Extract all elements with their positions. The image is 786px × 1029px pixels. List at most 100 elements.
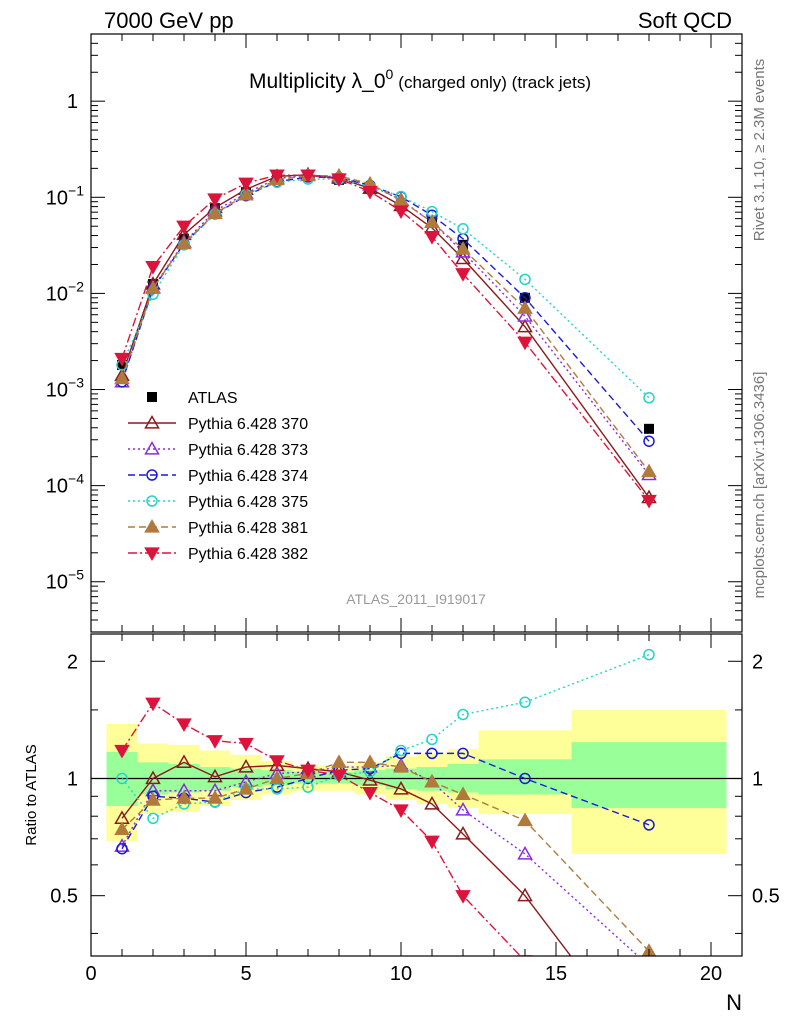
ratio-point-5-4 <box>238 737 254 752</box>
main-ytick-label-base: 10 <box>46 283 68 305</box>
ratio-point-4-0 <box>114 821 130 836</box>
ratio-point-0-9 <box>393 780 409 795</box>
ratio-point-5-5 <box>269 755 285 769</box>
main-point-6-5 <box>269 169 285 184</box>
ratio-point-2-9 <box>395 747 407 760</box>
ratio-point-4-11 <box>455 786 471 801</box>
ratio-ytick-label-0: 0.5 <box>50 886 78 908</box>
main-point-1-12 <box>517 318 533 333</box>
ratio-point-3-13 <box>643 648 655 661</box>
ratio-point-2-12 <box>519 772 531 785</box>
ratio-point-3-10 <box>426 733 438 746</box>
main-line-4 <box>121 178 650 399</box>
main-ytick-label-base: 10 <box>46 476 68 498</box>
main-ytick-label-base: 10 <box>46 572 68 594</box>
legend-label-6: Pythia 6.428 382 <box>188 546 308 563</box>
ratio-point-3-11 <box>457 708 469 721</box>
ratio-point-3-0 <box>116 772 128 785</box>
main-point-6-4 <box>238 177 254 192</box>
ratio-point-5-6 <box>300 764 316 779</box>
main-point-6-13 <box>641 494 657 509</box>
ratio-point-0-12 <box>517 887 533 902</box>
main-plot-series <box>114 166 657 509</box>
main-point-5-11 <box>455 240 471 255</box>
ratio-ytick-label-right-0: 0.5 <box>752 886 780 908</box>
main-point-6-10 <box>424 230 440 245</box>
ratio-point-0-11 <box>455 826 471 840</box>
ratio-point-1-12 <box>517 845 533 860</box>
main-ytick-label-0: 1 <box>67 91 78 113</box>
ratio-point-5-1 <box>145 697 161 712</box>
legend-marker-0 <box>147 392 157 402</box>
ratio-ylabel: Ratio to ATLAS <box>23 744 40 845</box>
main-point-5-4 <box>238 186 254 201</box>
ratio-point-5-0 <box>114 744 130 759</box>
ratio-point-5-7 <box>331 769 347 784</box>
ratio-point-4-5 <box>269 770 285 785</box>
main-ytick-label-3: 10−3 <box>46 375 84 402</box>
main-ytick-label-exp: −4 <box>68 471 84 487</box>
main-ytick-label-exp: −2 <box>68 278 84 294</box>
ratio-point-5-3 <box>207 735 223 749</box>
main-point-6-9 <box>393 205 409 220</box>
legend-marker-6 <box>144 547 160 562</box>
main-point-5-9 <box>393 192 409 206</box>
main-line-2 <box>121 174 650 476</box>
x-tick-label-2: 10 <box>390 963 412 985</box>
ratio-point-5-12 <box>517 955 533 956</box>
main-point-6-8 <box>362 185 378 200</box>
ratio-point-4-2 <box>176 790 192 804</box>
ratio-ytick-label-2: 2 <box>67 651 78 673</box>
stat-band-13 <box>571 742 727 808</box>
ratio-point-2-13 <box>643 819 655 831</box>
main-ytick-label-base: 1 <box>67 91 78 113</box>
ratio-point-3-1 <box>147 812 159 825</box>
ratio-point-0-8 <box>362 772 378 786</box>
ratio-point-5-8 <box>362 786 378 801</box>
ratio-point-0-4 <box>238 759 254 773</box>
main-ytick-label-2: 10−2 <box>46 278 84 305</box>
ratio-point-5-2 <box>176 718 192 733</box>
ratio-point-0-2 <box>176 754 192 768</box>
legend-label-3: Pythia 6.428 374 <box>188 468 308 485</box>
main-point-5-3 <box>207 205 223 220</box>
main-ytick-label-exp: −5 <box>68 567 84 583</box>
ratio-point-2-0 <box>116 842 128 855</box>
main-ytick-label-5: 10−5 <box>46 567 84 594</box>
ratio-ytick-label-1: 1 <box>67 768 78 790</box>
legend-marker-4 <box>146 495 158 507</box>
main-axes: 110−110−210−310−410−5 <box>46 33 742 633</box>
plot-title: Multiplicity λ_00 (charged only) (track j… <box>249 66 591 93</box>
legend-marker-5 <box>144 518 160 533</box>
main-ytick-label-4: 10−4 <box>46 471 84 498</box>
main-point-4-12 <box>519 273 531 286</box>
ratio-point-4-1 <box>145 792 161 806</box>
stat-band-12 <box>478 759 572 795</box>
ratio-point-4-3 <box>207 790 223 804</box>
plot-title-sup: 0 <box>386 66 394 82</box>
main-plot-frame <box>90 33 743 633</box>
main-point-1-11 <box>455 250 471 265</box>
main-point-2-12 <box>517 308 533 322</box>
legend: ATLAS Pythia 6.428 370 Pythia 6.428 373 Pyt… <box>128 390 308 563</box>
main-point-5-10 <box>424 214 440 228</box>
ratio-bands <box>91 709 742 854</box>
main-point-6-12 <box>517 336 533 351</box>
ratio-point-2-10 <box>426 747 438 760</box>
main-ytick-label-exp: −1 <box>68 182 84 198</box>
x-axis-label: N <box>726 990 742 1015</box>
ratio-point-0-5 <box>269 757 285 772</box>
ratio-point-4-7 <box>331 754 347 768</box>
ratio-plot-series <box>114 648 657 956</box>
main-point-6-11 <box>455 268 471 282</box>
main-point-3-13 <box>643 435 655 447</box>
main-point-5-0 <box>114 370 130 385</box>
plot-title-main: Multiplicity λ_0 <box>249 70 386 93</box>
main-point-0-13 <box>644 423 654 434</box>
ratio-point-5-10 <box>424 835 440 850</box>
main-point-6-2 <box>176 220 192 235</box>
x-tick-label-1: 5 <box>240 963 251 985</box>
ratio-point-0-3 <box>207 768 223 783</box>
ratio-point-4-10 <box>424 773 440 788</box>
main-point-5-1 <box>145 280 161 294</box>
